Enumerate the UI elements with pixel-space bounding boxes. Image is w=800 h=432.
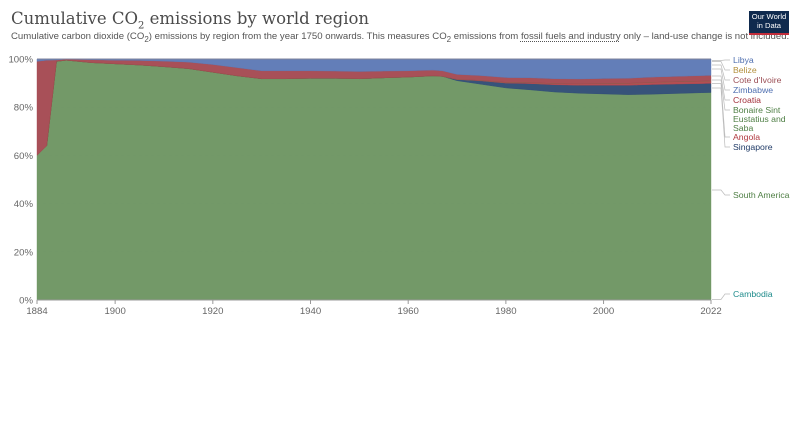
legend-connector (712, 79, 730, 111)
axes: 0% 20% 40% 60% 80% 100% 1884 1900 1920 1940 1960 19… (8, 55, 721, 318)
legend-label: Saba (733, 123, 753, 133)
y-tick-label: 80% (14, 103, 34, 114)
x-tick-label: 1900 (104, 306, 125, 317)
x-tick-label: 1884 (26, 306, 48, 317)
x-tick-label: 1960 (398, 306, 419, 317)
legend-connector (712, 61, 730, 71)
legend-connector (712, 64, 730, 81)
legend-label: South America (733, 190, 790, 200)
x-tick-label: 1920 (202, 306, 223, 317)
legend-label: Angola (733, 132, 760, 142)
y-tick-label: 100% (8, 55, 33, 66)
y-tick-label: 60% (14, 151, 34, 162)
legend-connector (712, 87, 730, 148)
legend-connector (712, 75, 730, 101)
stacked-areas (36, 58, 712, 301)
legend-label: Cote d'Ivoire (733, 75, 782, 85)
owid-logo[interactable]: Our World in Data (749, 11, 789, 35)
area-south-america (36, 60, 712, 301)
legend-label: Cambodia (733, 289, 773, 299)
legend-label: Libya (733, 55, 754, 65)
legend-label: Eustatius and (733, 114, 786, 124)
chart-title: Cumulative CO2 emissions by world region (11, 9, 370, 32)
chart-subtitle: Cumulative carbon dioxide (CO2) emission… (11, 31, 790, 44)
legend-connector (712, 83, 730, 138)
legend-label: Bonaire Sint (733, 105, 781, 115)
legend-label: Belize (733, 65, 757, 75)
legend-connector (712, 68, 730, 91)
y-tick-label: 40% (14, 199, 34, 210)
x-tick-label: 2022 (700, 306, 721, 317)
x-tick-label: 1980 (495, 306, 516, 317)
x-tick-label: 2000 (593, 306, 614, 317)
y-tick-label: 20% (14, 247, 34, 258)
legend-connector (712, 293, 730, 300)
legend-label: Singapore (733, 142, 773, 152)
y-tick-label: 0% (19, 296, 33, 307)
fossil-fuels-link[interactable]: fossil fuels and industry (520, 31, 621, 42)
legend-label: Croatia (733, 95, 761, 105)
legend-connector (712, 189, 730, 196)
legend-label: Zimbabwe (733, 85, 773, 95)
x-tick-label: 1940 (300, 306, 321, 317)
legend-connector (712, 59, 730, 61)
